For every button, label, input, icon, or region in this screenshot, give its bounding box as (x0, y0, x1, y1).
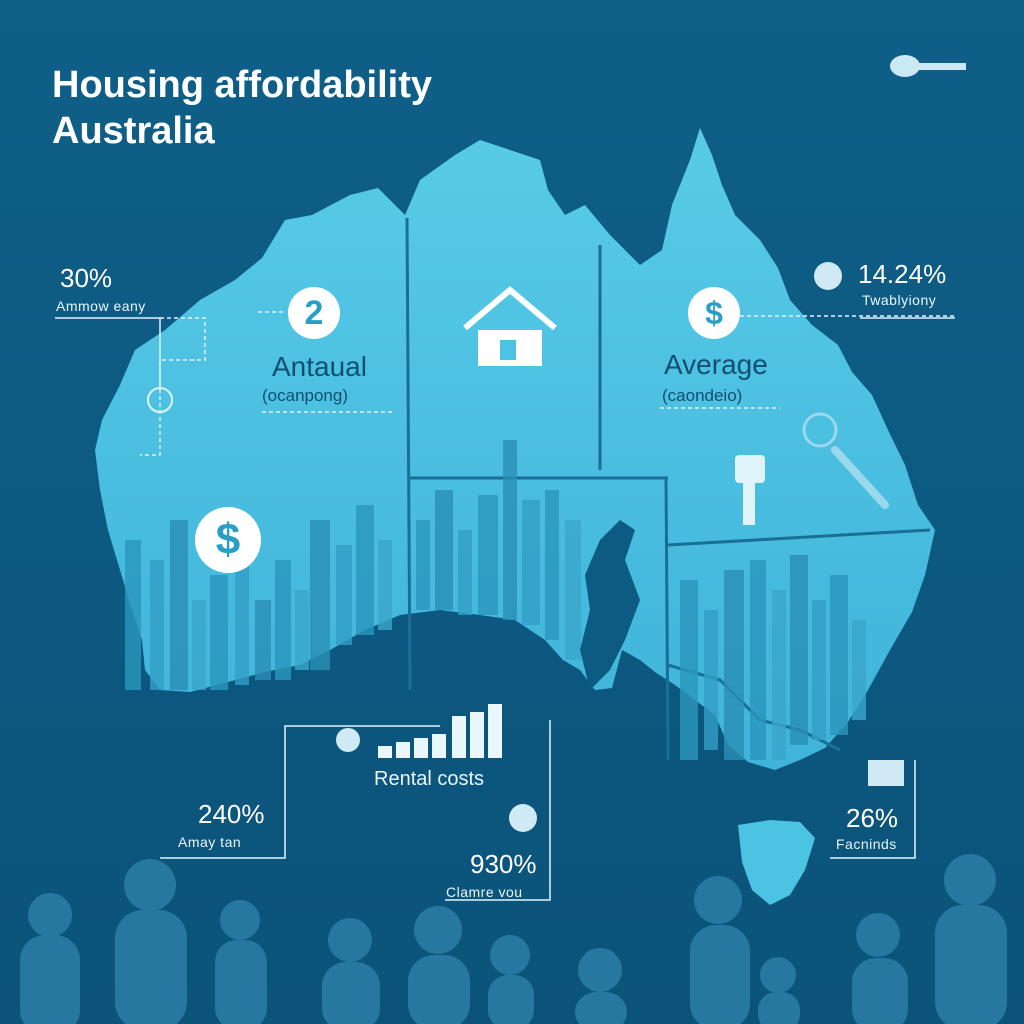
page-title: Housing affordability Australia (52, 62, 432, 154)
skyline-bars (125, 440, 866, 760)
stat-center-bottom-value: 930% (470, 849, 537, 879)
dollar-large-icon: $ (195, 507, 261, 573)
stat-center-bottom-caption: Clamre vou (446, 884, 523, 900)
stat-right-top-value: 14.24% (858, 259, 947, 289)
stat-left-top-caption: Ammow eany (56, 298, 146, 314)
document-icon (868, 760, 904, 786)
tasmania (738, 820, 815, 905)
top-key-icon (890, 55, 966, 77)
average-sublabel: (caondeio) (662, 386, 743, 405)
key-icon (735, 455, 765, 525)
stat-left-bottom-caption: Amay tan (178, 834, 242, 850)
connector-lines (140, 311, 955, 456)
title-line-2: Australia (52, 110, 215, 152)
number-badge-icon: 2 (288, 287, 340, 339)
gulf-coastline (580, 520, 640, 690)
title-line-1: Housing affordability (52, 64, 432, 106)
people-silhouettes (20, 854, 1007, 1024)
stat-left-bottom-value: 240% (198, 799, 265, 829)
stat-right-top-caption: Twablyiony (862, 292, 937, 308)
key-outline-icon (831, 446, 889, 509)
pin-icon (509, 804, 537, 832)
location-marker (147, 387, 173, 413)
annual-sublabel: (ocanpong) (262, 386, 349, 405)
stat-right-bottom-caption: Facninds (836, 836, 897, 852)
home-stat-icon (802, 412, 838, 448)
stat-left-top-value: 30% (60, 263, 113, 293)
average-label: Average (664, 349, 768, 380)
rent-stat-icon (336, 728, 360, 752)
dollar-icon: $ (688, 287, 740, 339)
stat-icon-circle (814, 262, 842, 290)
stat-right-bottom-value: 26% (846, 803, 899, 833)
rental-costs-label: Rental costs (374, 768, 485, 790)
house-icon (463, 286, 557, 366)
callout-lines (55, 317, 955, 901)
annual-label: Antaual (272, 351, 367, 382)
bar-chart-icon (378, 704, 502, 758)
